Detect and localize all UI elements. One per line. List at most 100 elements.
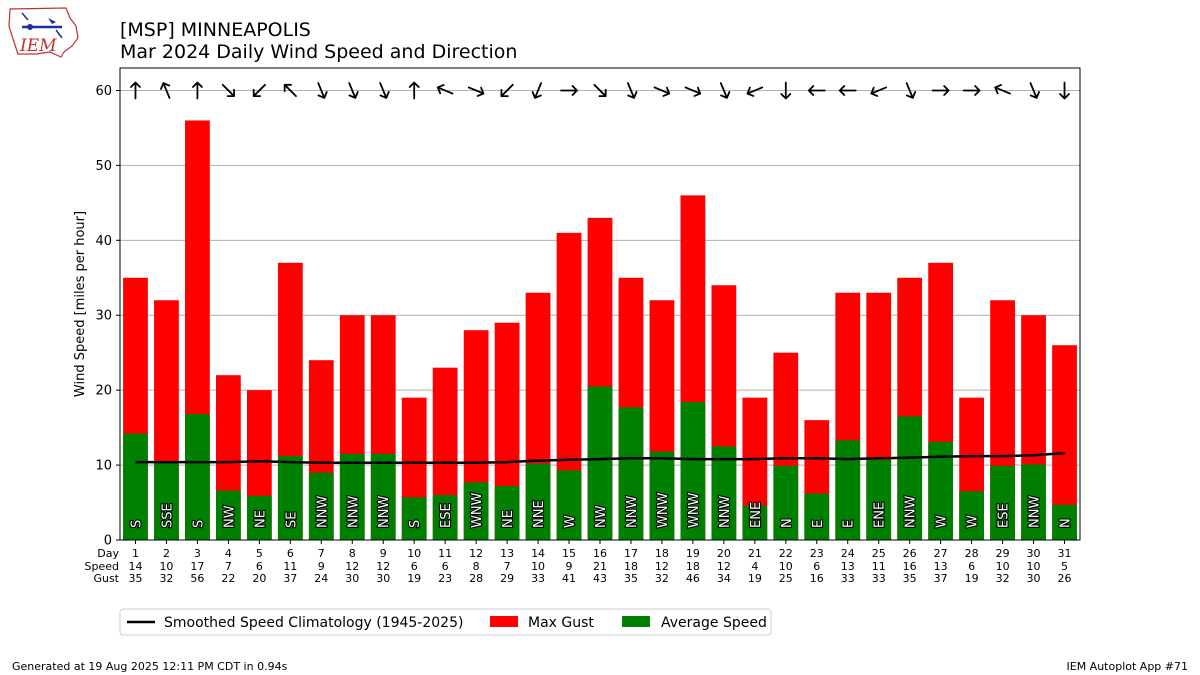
average-bar xyxy=(742,505,768,540)
day-tick-label: 23 xyxy=(810,547,824,560)
gust-value: 19 xyxy=(407,572,421,585)
day-tick-label: 29 xyxy=(996,547,1010,560)
gust-value: 35 xyxy=(128,572,142,585)
direction-label: S xyxy=(191,520,206,528)
day-tick-label: 7 xyxy=(318,547,325,560)
direction-label: E xyxy=(842,520,857,528)
direction-label: S xyxy=(129,520,144,528)
direction-label: W xyxy=(935,515,950,528)
day-tick-label: 5 xyxy=(256,547,263,560)
y-tick-label: 30 xyxy=(95,309,112,324)
gust-value: 19 xyxy=(748,572,762,585)
day-tick-label: 3 xyxy=(194,547,201,560)
average-bar xyxy=(711,446,737,540)
speed-value: 10 xyxy=(779,560,793,573)
direction-label: NE xyxy=(501,510,516,528)
gust-value: 56 xyxy=(190,572,204,585)
legend-climo-label: Smoothed Speed Climatology (1945-2025) xyxy=(164,615,463,631)
direction-label: NNW xyxy=(625,496,640,528)
gust-value: 34 xyxy=(717,572,731,585)
direction-label: NNW xyxy=(904,496,919,528)
average-bar xyxy=(154,462,179,540)
direction-label: WNW xyxy=(470,492,485,528)
day-tick-label: 27 xyxy=(934,547,948,560)
speed-value: 16 xyxy=(903,560,917,573)
average-bar xyxy=(246,495,272,540)
speed-value: 12 xyxy=(655,560,669,573)
gust-value: 33 xyxy=(531,572,545,585)
legend-frame xyxy=(119,608,772,636)
legend-avg-swatch xyxy=(622,616,650,627)
direction-arrow xyxy=(780,81,792,100)
chart-legend: Smoothed Speed Climatology (1945-2025) M… xyxy=(119,608,772,636)
climatology-line xyxy=(135,451,1065,465)
gust-value: 23 xyxy=(438,572,452,585)
day-tick-label: 4 xyxy=(225,547,232,560)
average-bar xyxy=(959,491,984,540)
direction-arrow xyxy=(467,86,485,97)
direction-label: NNW xyxy=(377,496,392,528)
speed-value: 13 xyxy=(934,560,948,573)
footer-generated: Generated at 19 Aug 2025 12:11 PM CDT in… xyxy=(12,660,288,673)
speed-value: 10 xyxy=(159,560,173,573)
direction-arrow xyxy=(684,86,702,97)
row-label-gust: Gust xyxy=(93,572,119,585)
gust-value: 33 xyxy=(872,572,886,585)
direction-label: NNE xyxy=(532,500,547,528)
speed-value: 18 xyxy=(686,560,700,573)
speed-value: 21 xyxy=(593,560,607,573)
speed-value: 13 xyxy=(841,560,855,573)
y-tick-label: 50 xyxy=(95,159,112,174)
direction-arrow xyxy=(838,85,857,96)
direction-label: NW xyxy=(222,505,237,528)
day-tick-label: 16 xyxy=(593,547,607,560)
direction-arrow xyxy=(379,82,390,99)
speed-value: 12 xyxy=(345,560,359,573)
direction-label: N xyxy=(1059,518,1074,528)
speed-value: 10 xyxy=(531,560,545,573)
day-tick-label: 11 xyxy=(438,547,452,560)
gust-value: 25 xyxy=(779,572,793,585)
gust-value: 37 xyxy=(934,572,948,585)
legend-gust-swatch xyxy=(490,616,518,627)
average-bar xyxy=(339,453,365,540)
direction-label: ENE xyxy=(749,502,764,528)
gust-value: 26 xyxy=(1058,572,1072,585)
direction-label: ENE xyxy=(873,502,888,528)
gust-value: 30 xyxy=(376,572,390,585)
direction-label: NNW xyxy=(718,496,733,528)
direction-arrow-series xyxy=(130,81,1070,100)
speed-value: 17 xyxy=(190,560,204,573)
day-tick-label: 22 xyxy=(779,547,793,560)
direction-arrow xyxy=(221,83,235,98)
y-axis-label: Wind Speed [miles per hour] xyxy=(73,211,88,397)
gust-value: 28 xyxy=(469,572,483,585)
day-tick-label: 26 xyxy=(903,547,917,560)
speed-value: 9 xyxy=(566,560,573,573)
gust-value: 32 xyxy=(159,572,173,585)
direction-arrow xyxy=(593,83,607,98)
chart-title-period: Mar 2024 Daily Wind Speed and Direction xyxy=(120,41,517,63)
day-tick-label: 2 xyxy=(163,547,170,560)
speed-value: 11 xyxy=(872,560,886,573)
direction-label: ESE xyxy=(997,503,1012,528)
average-bar xyxy=(308,472,334,540)
direction-arrow xyxy=(1029,82,1040,99)
direction-label: NNW xyxy=(346,496,361,528)
direction-label: E xyxy=(811,520,826,528)
gust-value: 35 xyxy=(624,572,638,585)
average-bar xyxy=(804,493,830,540)
speed-value: 7 xyxy=(225,560,232,573)
direction-arrow xyxy=(719,82,731,99)
direction-arrow xyxy=(905,82,917,99)
average-bar xyxy=(773,465,799,540)
direction-arrow xyxy=(994,84,1011,95)
direction-arrow xyxy=(408,81,420,100)
gust-value: 24 xyxy=(314,572,328,585)
gust-value: 46 xyxy=(686,572,700,585)
direction-label: NE xyxy=(253,510,268,528)
row-label-day: Day xyxy=(97,547,119,560)
day-tick-label: 12 xyxy=(469,547,483,560)
gust-value: 30 xyxy=(345,572,359,585)
average-bar xyxy=(123,433,148,540)
